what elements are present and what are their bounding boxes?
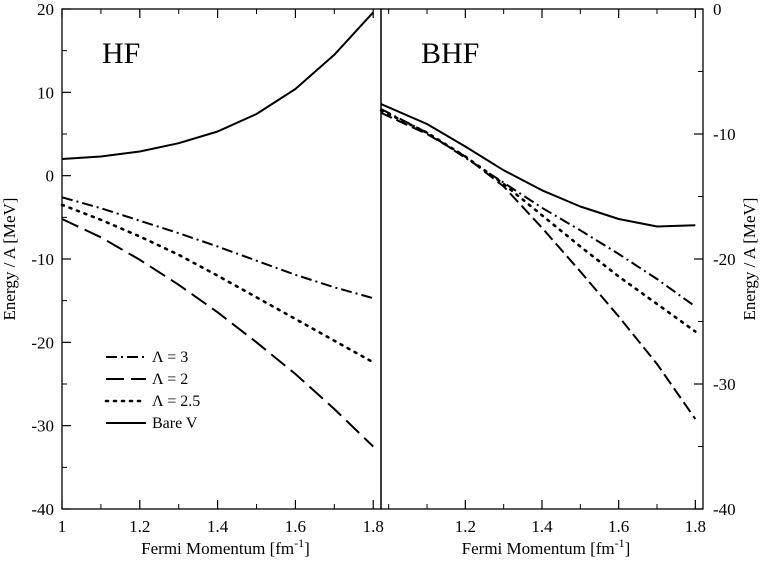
legend-label-lambda-3: Λ = 3 [152,349,188,366]
series-line-hf-bare-v [61,11,374,160]
x-axis-title-sup: -1 [615,536,625,550]
series-line-bhf-bare-v [380,103,696,228]
y-tick-label: -40 [713,500,736,519]
x-axis-title-end: ] [625,539,631,558]
y-tick-label: -20 [713,250,736,269]
legend: Λ = 3 Λ = 2 Λ = 2.5 Bare V [104,349,200,432]
y-tick-label: -30 [713,375,736,394]
legend-label-bare-v: Bare V [152,415,198,432]
x-axis-title: Fermi Momentum [fm-1] [141,536,310,558]
series-line-hf-lambda-2-5 [60,203,375,364]
x-tick-label: 1.6 [608,517,629,536]
series-line-bhf-lambda-3 [380,108,696,308]
hf-panel: 1 1.2 1.4 1.6 1.8 -40 -30 -20 -10 0 10 20 Fermi Mome… [0,0,384,558]
x-tick-label: 1.8 [363,517,384,536]
x-axis-title-sup: -1 [294,536,304,550]
x-tick-label: 1.2 [455,517,476,536]
y-tick-label: -10 [713,125,736,144]
y-tick-label: -10 [31,250,54,269]
y-tick-label: 10 [37,83,54,102]
x-axis-title-text: Fermi Momentum [fm [141,539,294,558]
x-tick-label: 1.4 [207,517,229,536]
bhf-panel: 1.2 1.4 1.6 1.8 -40 -30 -20 -10 0 Fermi Momentum … [379,0,759,558]
x-axis-title-end: ] [304,539,310,558]
panel-label-bhf: BHF [421,37,479,70]
x-axis-title-text: Fermi Momentum [fm [462,539,615,558]
y-axis-title: Energy / A [MeV] [0,198,19,321]
y-axis-title: Energy / A [MeV] [740,198,759,321]
x-axis-title: Fermi Momentum [fm-1] [462,536,631,558]
x-tick-label: 1.2 [129,517,150,536]
panel-label-hf: HF [102,37,140,70]
y-tick-label: -20 [31,333,54,352]
series-line-hf-lambda-3 [61,196,374,300]
y-tick-label: -40 [31,500,54,519]
legend-label-lambda-2: Λ = 2 [152,371,188,388]
x-tick-label: 1.4 [531,517,553,536]
y-tick-label: 0 [713,0,722,19]
y-tick-label: 20 [37,0,54,19]
y-tick-label: -30 [31,417,54,436]
series-line-hf-lambda-2 [61,218,374,448]
plot-frame-0 [61,8,382,510]
series-line-bhf-lambda-2 [380,111,697,420]
x-tick-label: 1 [58,517,67,536]
plot-frame-1 [380,8,704,510]
x-tick-label: 1.8 [685,517,706,536]
y-tick-label: 0 [46,167,55,186]
legend-label-lambda-2-5: Λ = 2.5 [152,393,200,410]
series-line-bhf-lambda-2-5 [379,109,697,333]
x-tick-label: 1.6 [285,517,306,536]
